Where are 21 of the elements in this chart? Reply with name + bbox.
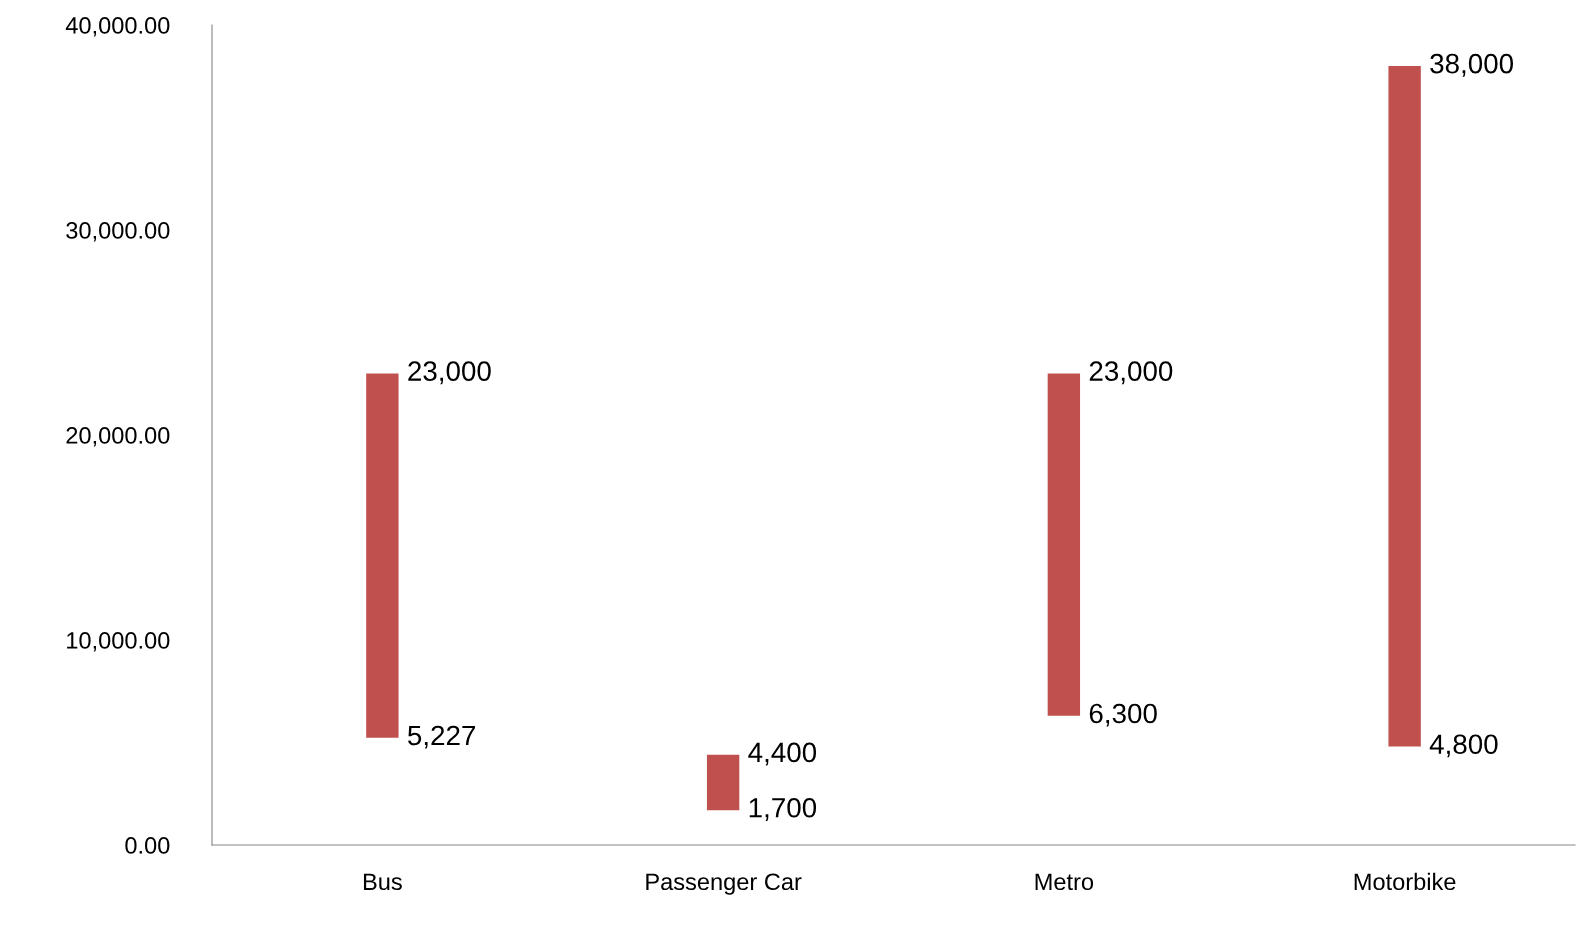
x-tick-label: Motorbike [1354, 872, 1456, 891]
annotation: 6,300 [1089, 703, 1157, 727]
annotation: 1,700 [749, 797, 817, 821]
y-tick-label: 0.00 [125, 837, 170, 854]
bar [706, 754, 740, 811]
y-tick-label: 20,000.00 [66, 427, 170, 447]
y-tick-label: 30,000.00 [66, 222, 170, 242]
annotation: 23,000 [1089, 361, 1173, 385]
y-tick-label: 40,000.00 [65, 17, 170, 37]
annotation: 4,800 [1429, 734, 1498, 758]
x-tick-label: Bus [363, 873, 402, 891]
x-tick-label: Metro [1035, 873, 1094, 891]
x-tick-label: Passenger Car [646, 873, 802, 895]
bar [1047, 373, 1081, 716]
bar [1388, 66, 1421, 747]
annotation: 38,000 [1430, 53, 1514, 77]
y-tick-label: 10,000.00 [67, 632, 170, 652]
annotation: 5,227 [408, 725, 476, 749]
annotation: 4,400 [748, 742, 817, 766]
annotation: 23,000 [408, 361, 491, 385]
bar [366, 373, 399, 738]
